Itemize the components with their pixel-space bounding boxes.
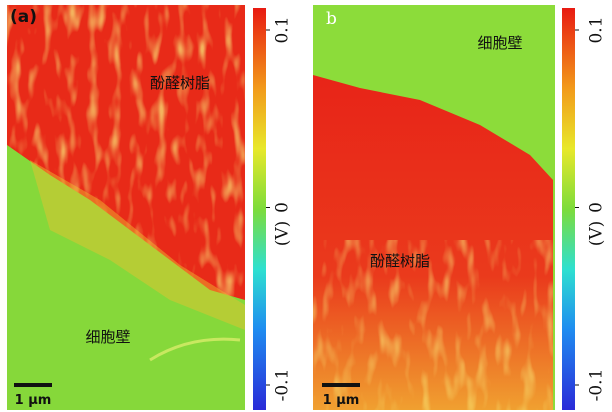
map-b <box>313 5 555 410</box>
panel-label: (a) <box>10 7 37 27</box>
region-label: 细胞壁 <box>85 328 130 346</box>
figure: (a)酚醛树脂细胞壁1 μm-0.100.1(V)b细胞壁酚醛树脂1 μm-0.… <box>0 0 612 412</box>
region-label: 细胞壁 <box>477 34 522 52</box>
colorbar-tick-label: -0.1 <box>273 369 293 402</box>
colorbar-tick-label: -0.1 <box>587 369 607 402</box>
colorbar-tick-label: 0.1 <box>587 16 607 43</box>
colorbar-tick-label: 0 <box>273 202 293 213</box>
page: KPFM maps html, body { margin: 0; paddin… <box>0 0 612 412</box>
colorbar-tick-label: 0.1 <box>273 16 293 43</box>
page-body: {"panels": [ {"label": "(a)", "scale_bar… <box>0 0 612 412</box>
colorbar-unit: (V) <box>273 221 293 247</box>
region-label: 酚醛树脂 <box>370 252 430 270</box>
colorbar-unit: (V) <box>587 221 607 247</box>
colorbar-tick-label: 0 <box>587 202 607 213</box>
region-label: 酚醛树脂 <box>150 74 210 92</box>
scale-bar-label: 1 μm <box>323 393 360 408</box>
map-a <box>7 5 245 410</box>
colorbar-a <box>253 8 266 410</box>
scale-bar-label: 1 μm <box>15 393 52 408</box>
colorbar-b <box>562 8 575 410</box>
panel-label: b <box>326 9 337 29</box>
